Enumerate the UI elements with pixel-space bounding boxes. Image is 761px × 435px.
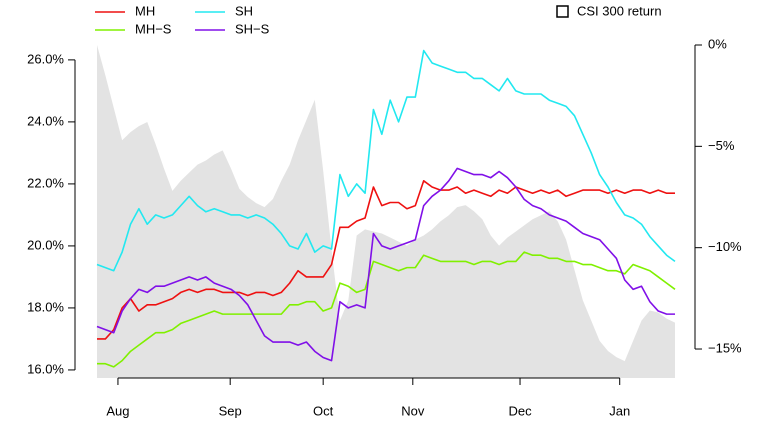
legend-label: SH−S: [235, 21, 270, 36]
line: [96, 49, 676, 272]
line: [97, 251, 676, 368]
y2-tick-label: −15%: [708, 340, 742, 355]
legend-label: MH: [135, 3, 155, 18]
legend-label: SH: [235, 3, 253, 18]
y-tick-label: 24.0%: [27, 113, 64, 128]
y-tick-label: 20.0%: [27, 237, 64, 252]
y-tick-label: 22.0%: [27, 175, 64, 190]
x-tick-label: Sep: [219, 403, 242, 418]
x-tick-label: Aug: [106, 403, 129, 418]
line: [97, 180, 675, 340]
x-tick-label: Nov: [401, 403, 425, 418]
y2-tick-label: −5%: [708, 138, 735, 153]
x-tick-label: Oct: [313, 403, 334, 418]
x-tick-label: Jan: [609, 403, 630, 418]
y2-tick-label: −10%: [708, 239, 742, 254]
x-tick-label: Dec: [508, 403, 532, 418]
y-tick-label: 18.0%: [27, 299, 64, 314]
legend-swatch: [556, 5, 569, 18]
legend-label: MH−S: [135, 21, 172, 36]
y-tick-label: 16.0%: [27, 361, 64, 376]
area: [97, 45, 675, 378]
legend-label: CSI 300 return: [577, 3, 662, 18]
y-tick-label: 26.0%: [27, 51, 64, 66]
line: [96, 167, 675, 362]
y2-tick-label: 0%: [708, 36, 727, 51]
